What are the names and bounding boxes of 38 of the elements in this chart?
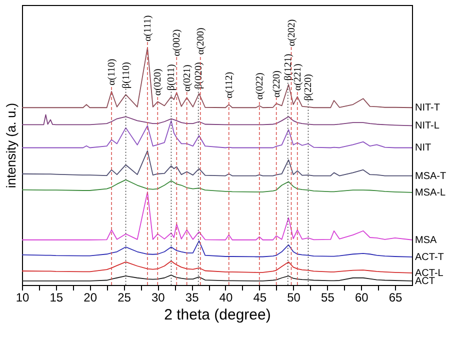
series-label: ACT [415,276,435,287]
ref-line-label: α(110) [106,58,118,86]
ref-line-label: α(020) [152,68,164,96]
ref-line-label: α(221) [292,64,304,91]
x-tick-label: 15 [50,290,64,304]
x-tick-label: 65 [388,290,403,304]
series-label: NIT [415,142,432,154]
series-label: NIT-L [415,120,440,132]
x-tick-label: 25 [118,290,132,304]
ref-line-label: α(002) [172,29,183,56]
x-tick-label: 30 [151,290,166,304]
ref-line-label: β(110) [120,62,132,88]
ref-line-label: α(202) [286,19,298,46]
x-tick-label: 45 [253,290,267,304]
series-label: MSA-T [415,170,446,182]
ref-line-label: α(112) [224,72,235,98]
series-label: NIT-T [415,102,440,114]
ref-line-label: α(022) [254,72,266,100]
ref-line-label: β(220) [303,74,314,101]
ref-line-label: β(020) [193,62,204,89]
x-tick-label: 50 [287,290,301,304]
series-label: MSA-L [415,187,446,198]
ref-line-label: β(011) [166,64,178,91]
y-axis-title: intensity (a. u.) [4,102,18,188]
ref-line-label: α(200) [195,28,206,55]
x-tick-label: 10 [16,290,30,304]
ref-line-label: β(121) [282,54,294,81]
x-axis-title: 2 theta (degree) [164,306,271,324]
series-label: MSA [415,234,437,246]
x-tick-label: 35 [185,290,200,304]
ref-line-label: α(111) [142,15,154,42]
x-tick-label: 40 [219,290,233,304]
x-tick-label: 60 [354,290,369,304]
x-tick-label: 20 [84,290,98,304]
x-tick-label: 55 [321,290,335,304]
ref-line-label: α(021) [182,64,193,92]
series-label: ACT-T [415,252,444,263]
ref-line-label: α(220) [271,70,282,98]
